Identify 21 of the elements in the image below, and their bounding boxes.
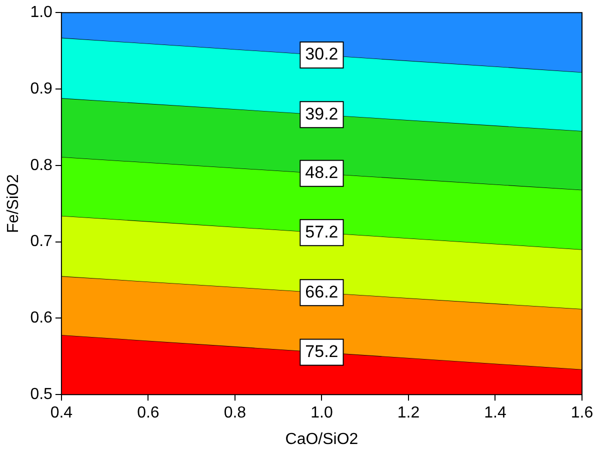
series-label: 75.2 — [305, 342, 338, 361]
y-tick-label: 0.9 — [30, 80, 53, 98]
x-tick-label: 1.4 — [484, 404, 506, 422]
x-tick-label: 0.8 — [224, 404, 246, 422]
x-tick-label: 1.2 — [397, 404, 420, 422]
y-tick-label: 1.0 — [30, 4, 53, 22]
y-tick-label: 0.7 — [30, 233, 53, 250]
y-tick-label: 0.6 — [30, 310, 53, 327]
series-label: 39.2 — [305, 104, 338, 124]
x-axis-title: CaO/SiO2 — [285, 430, 358, 448]
y-tick-label: 0.5 — [30, 386, 53, 404]
series-label: 57.2 — [305, 222, 338, 242]
x-tick-label: 1.6 — [570, 404, 594, 422]
series-label: 30.2 — [305, 44, 338, 64]
x-tick-label: 0.6 — [137, 404, 160, 422]
series-label: 66.2 — [305, 282, 338, 302]
x-tick-label: 1.0 — [310, 404, 333, 422]
y-axis-title: Fe/SiO2 — [5, 174, 22, 233]
series-label: 48.2 — [305, 163, 338, 182]
y-tick-label: 0.8 — [30, 156, 53, 174]
x-tick-label: 0.4 — [50, 404, 73, 422]
